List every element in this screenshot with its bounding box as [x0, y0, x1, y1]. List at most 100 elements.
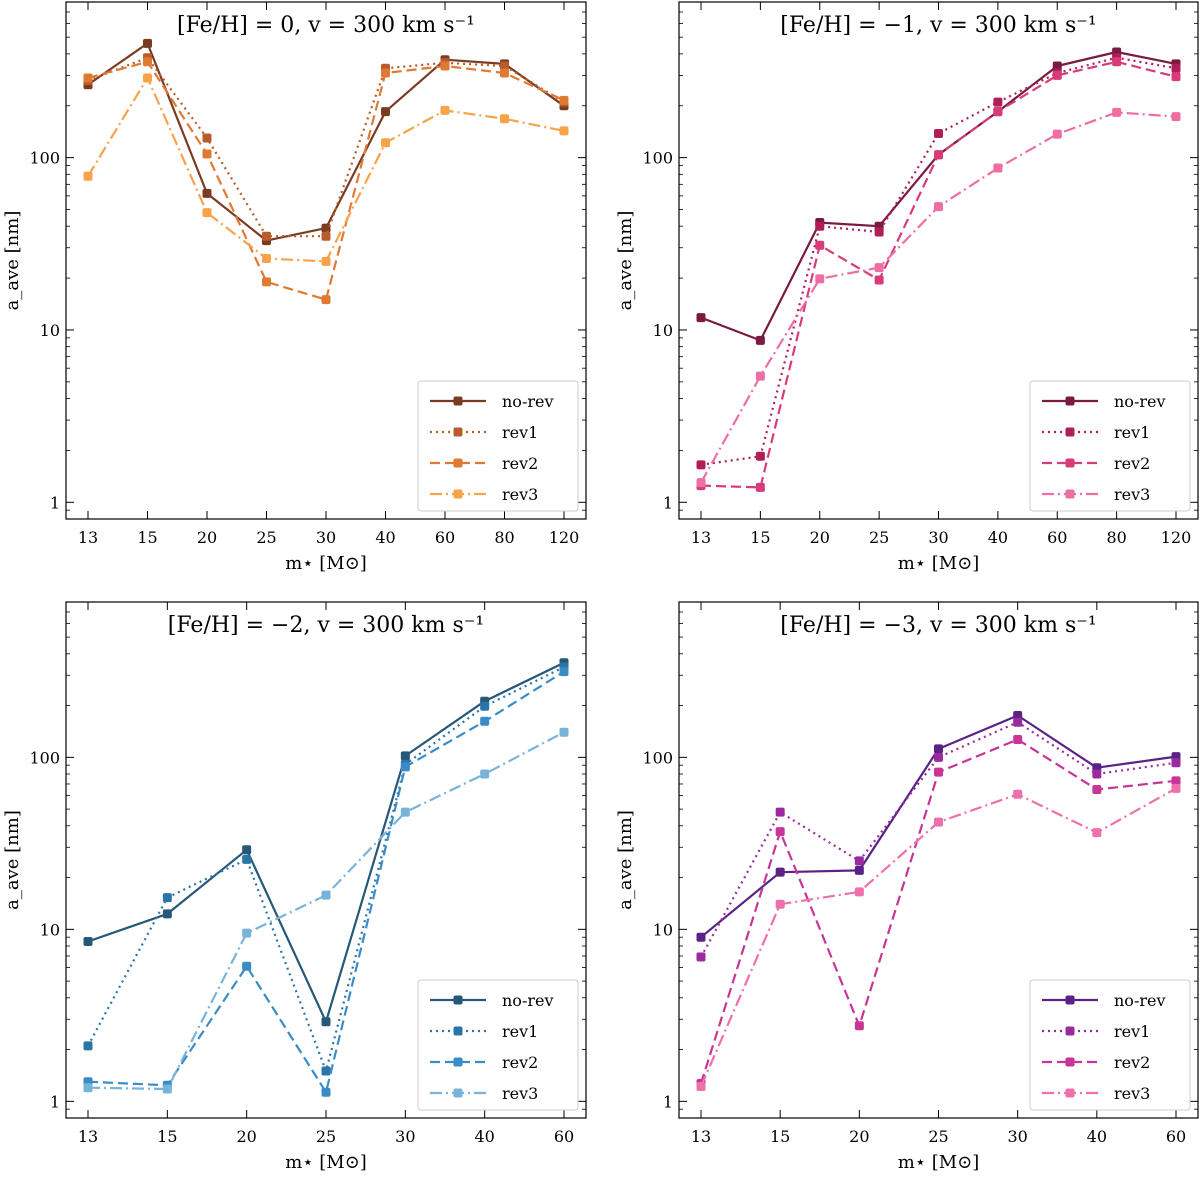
- legend-label-no-rev: no-rev: [502, 991, 554, 1010]
- data-point-rev3: [559, 126, 569, 136]
- y-tick-label: 10: [40, 920, 60, 939]
- data-point-rev2: [242, 961, 252, 971]
- data-point-rev2: [815, 240, 825, 250]
- data-point-rev1: [1171, 758, 1181, 768]
- chart-title: [Fe/H] = −1, v = 300 km s⁻¹: [780, 13, 1096, 38]
- data-point-no-rev: [83, 936, 93, 946]
- data-point-no-rev: [755, 335, 765, 345]
- legend-label-rev3: rev3: [502, 485, 538, 504]
- data-point-rev1: [321, 1066, 331, 1076]
- data-point-rev2: [934, 767, 943, 777]
- data-point-rev1: [500, 61, 509, 71]
- data-point-rev3: [1171, 112, 1181, 122]
- x-tick-label: 80: [1106, 528, 1126, 547]
- data-point-rev2: [993, 107, 1003, 117]
- data-point-no-rev: [934, 744, 943, 754]
- data-point-rev3: [202, 208, 212, 218]
- legend: [417, 380, 579, 512]
- data-point-rev2: [500, 68, 509, 78]
- data-point-rev2: [1171, 72, 1181, 82]
- x-tick-label: 60: [554, 1127, 574, 1146]
- data-point-rev3: [993, 163, 1003, 173]
- legend-label-rev2: rev2: [502, 1053, 538, 1072]
- legend: [1029, 979, 1191, 1111]
- x-tick-label: 13: [78, 528, 98, 547]
- legend-marker-no-rev: [453, 396, 463, 406]
- data-point-rev3: [1112, 107, 1122, 117]
- data-point-rev3: [1171, 783, 1181, 793]
- x-tick-label: 60: [435, 528, 455, 547]
- chart-title: [Fe/H] = −2, v = 300 km s⁻¹: [168, 613, 484, 638]
- x-tick-label: 25: [316, 1127, 336, 1146]
- legend-label-rev2: rev2: [1114, 454, 1150, 473]
- data-point-rev3: [242, 928, 252, 938]
- data-point-rev3: [381, 138, 390, 148]
- legend-label-rev1: rev1: [1114, 423, 1150, 442]
- data-point-rev1: [242, 854, 252, 864]
- x-tick-label: 15: [157, 1127, 177, 1146]
- x-tick-label: 30: [395, 1127, 415, 1146]
- x-tick-label: 13: [691, 528, 711, 547]
- data-point-rev3: [755, 371, 765, 381]
- legend-marker-rev1: [453, 1026, 463, 1036]
- legend-label-rev3: rev3: [1114, 1084, 1150, 1103]
- x-axis-label: m⋆ [M⊙]: [285, 553, 367, 574]
- series-line-no-rev: [87, 42, 565, 242]
- data-point-no-rev: [400, 751, 410, 761]
- legend-label-no-rev: no-rev: [502, 392, 554, 411]
- data-point-rev3: [1052, 129, 1062, 139]
- y-tick-label: 1: [663, 1092, 673, 1111]
- legend-label-rev1: rev1: [1114, 1022, 1150, 1041]
- x-tick-label: 25: [928, 1127, 948, 1146]
- data-point-no-rev: [854, 865, 864, 875]
- data-point-rev3: [559, 727, 569, 737]
- legend-label-rev3: rev3: [502, 1084, 538, 1103]
- x-tick-label: 40: [1087, 1127, 1107, 1146]
- series-line-rev2: [87, 60, 565, 301]
- data-point-rev2: [1052, 70, 1062, 80]
- legend-marker-no-rev: [1065, 995, 1075, 1005]
- data-point-rev1: [162, 893, 172, 903]
- data-point-rev2: [480, 716, 490, 726]
- data-point-rev1: [775, 807, 785, 817]
- x-tick-label: 80: [494, 528, 514, 547]
- data-point-rev3: [262, 253, 271, 263]
- data-point-rev2: [202, 149, 212, 159]
- data-point-no-rev: [321, 1017, 331, 1027]
- y-axis-label: a_ave [nm]: [2, 211, 23, 311]
- legend-label-rev1: rev1: [502, 423, 538, 442]
- y-tick-label: 1: [50, 493, 60, 512]
- x-tick-label: 20: [849, 1127, 869, 1146]
- data-point-rev3: [400, 807, 410, 817]
- legend-marker-rev3: [1065, 1088, 1075, 1098]
- x-tick-label: 15: [770, 1127, 790, 1146]
- x-tick-label: 30: [1007, 1127, 1027, 1146]
- data-point-rev2: [83, 73, 93, 83]
- chart-panel-1: 1 10 100 13 15 20 25 30 40 60 80 120 [Fe/H] = −1, v …: [615, 1, 1199, 574]
- y-axis-label: a_ave [nm]: [615, 211, 636, 311]
- data-point-rev2: [321, 1087, 331, 1097]
- y-tick-label: 1: [50, 1092, 60, 1111]
- chart-panel-2: 1 10 100 13 15 20 25 30 40 60 [Fe/H] = −2, v = 300…: [2, 601, 587, 1173]
- x-tick-label: 25: [869, 528, 889, 547]
- data-point-rev2: [854, 1021, 864, 1031]
- data-point-rev2: [874, 275, 884, 285]
- data-point-rev1: [934, 129, 943, 139]
- x-tick-label: 13: [78, 1127, 98, 1146]
- legend-label-rev3: rev3: [1114, 485, 1150, 504]
- x-tick-label: 20: [197, 528, 217, 547]
- legend-marker-rev2: [453, 1057, 463, 1067]
- data-point-rev2: [1171, 776, 1181, 786]
- data-point-rev1: [1171, 63, 1181, 73]
- data-point-rev2: [440, 61, 450, 71]
- data-point-rev3: [480, 769, 490, 779]
- x-tick-label: 15: [750, 528, 770, 547]
- data-point-rev1: [696, 460, 706, 470]
- data-point-rev3: [775, 899, 785, 909]
- data-point-rev2: [1013, 734, 1023, 744]
- data-point-rev3: [934, 202, 943, 212]
- legend-marker-no-rev: [453, 995, 463, 1005]
- data-point-no-rev: [381, 107, 390, 117]
- legend: [1029, 380, 1191, 512]
